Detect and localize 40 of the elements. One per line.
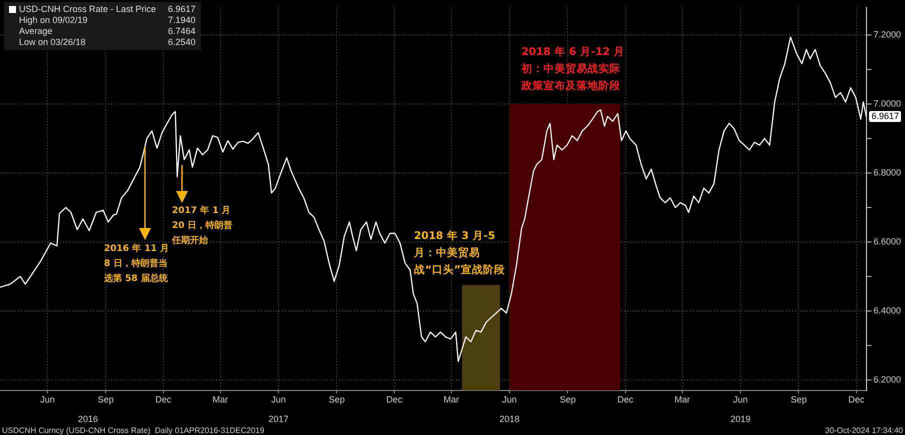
x2-tick-label: 2018: [499, 414, 520, 424]
x-tick-label: Jun: [733, 394, 748, 404]
y-tick-label: 6.8000: [873, 168, 902, 178]
annotation: Low on 03/26/18: [18, 37, 87, 48]
legend-label: USD-CNH Cross Rate - Last Price: [18, 4, 156, 15]
annotation: 7.1940: [168, 15, 196, 26]
y-tick-label: 6.2000: [873, 374, 902, 385]
annotation: Average: [18, 26, 54, 37]
y-tick-label: 6.6000: [873, 236, 902, 247]
annotation: 6.9617: [168, 4, 196, 15]
x-tick-label: Sep: [328, 394, 345, 404]
x-tick-label: Dec: [155, 394, 172, 404]
x-tick-label: Mar: [674, 394, 690, 404]
annotation: 6.2540: [168, 37, 196, 48]
x-tick-label: Jun: [502, 394, 517, 404]
x2-tick-label: 2016: [78, 414, 98, 424]
annotation: 2016 年 11 月 8 日，特朗普当选第 58 届总统: [104, 244, 169, 284]
y-tick-label: 7.0000: [873, 98, 902, 108]
x-tick-label: Sep: [560, 394, 576, 404]
y-tick-label: 7.2000: [873, 29, 902, 40]
text: 30-Oct-2024 17:34:40: [825, 426, 903, 435]
x-tick-label: Dec: [848, 394, 865, 404]
x2-tick-label: 2019: [730, 414, 751, 424]
x-tick-label: Dec: [617, 394, 634, 404]
y-tick-label: 6.4000: [873, 306, 902, 316]
annotation: 6.7464: [168, 26, 196, 37]
x-tick-label: Mar: [212, 394, 228, 404]
annotation: 6.9617: [869, 111, 901, 122]
x-tick-label: Mar: [444, 394, 460, 404]
x2-tick-label: 2017: [268, 414, 288, 424]
x-tick-label: Dec: [386, 394, 403, 404]
x-tick-label: Jun: [271, 394, 286, 404]
band-label: 2018 年 3 月-5 月：中美贸易战“口头”宣战阶段: [414, 229, 506, 278]
x-tick-label: Sep: [98, 394, 114, 404]
x-tick-label: Sep: [790, 394, 807, 404]
annotation: High on 09/02/19: [18, 15, 89, 26]
annotation: 2017 年 1 月 20 日，特朗普任期开始: [172, 204, 234, 248]
x-tick-label: Jun: [40, 394, 55, 404]
text: USDCNH Curncy (USD-CNH Cross Rate) Daily 01APR2016-31DEC2019: [2, 426, 264, 435]
band-label: 2018 年 6 月-12 月初：中美贸易战实际政策宣布及落地阶段: [522, 45, 626, 94]
